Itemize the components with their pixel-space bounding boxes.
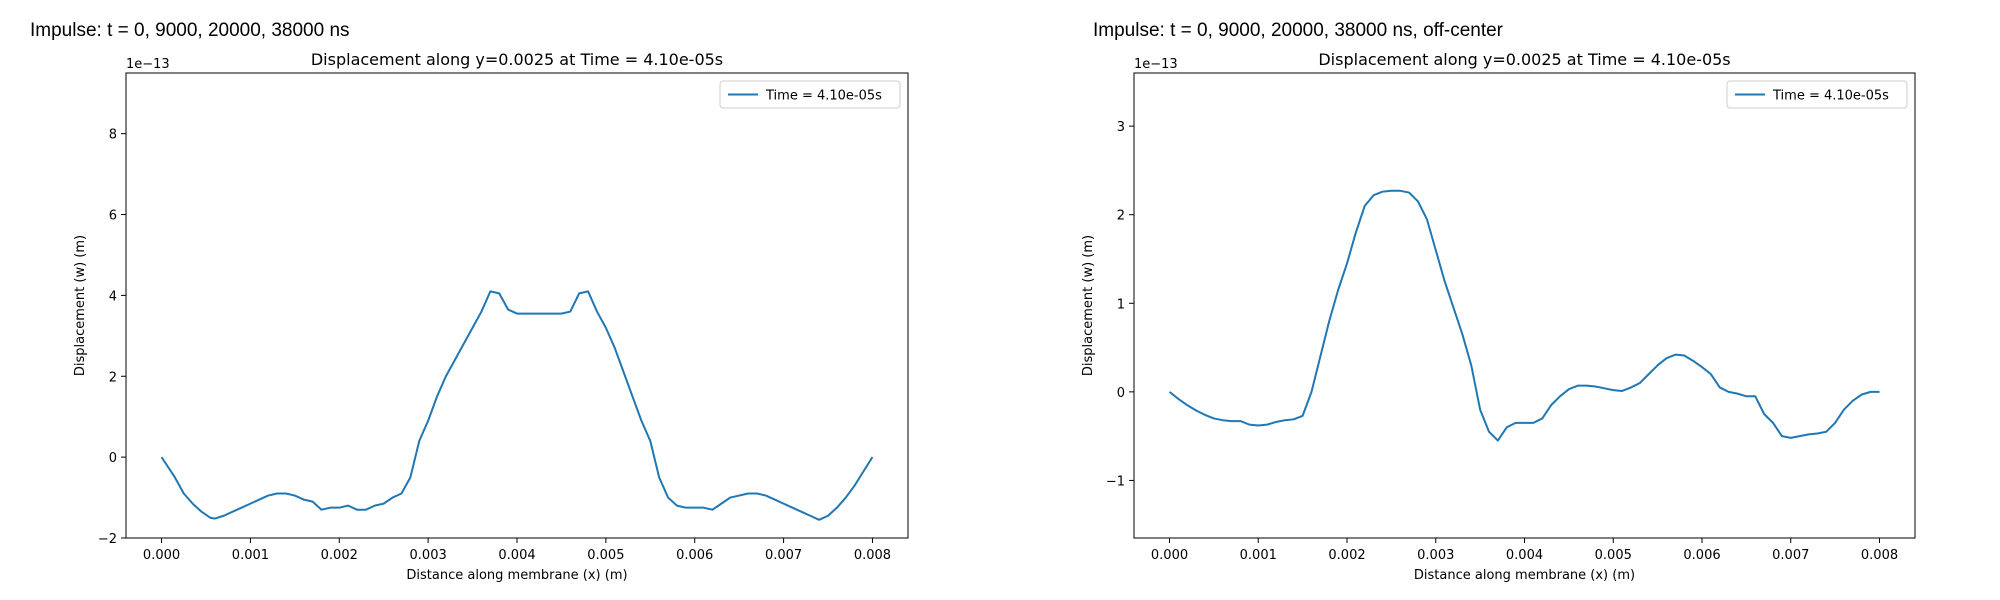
x-tick-label: 0.005 — [587, 548, 624, 563]
x-axis-label: Distance along membrane (x) (m) — [406, 568, 627, 583]
legend-label: Time = 4.10e-05s — [765, 89, 882, 104]
x-tick-label: 0.006 — [1683, 548, 1720, 563]
chart-title: Displacement along y=0.0025 at Time = 4.… — [311, 50, 723, 69]
y-axis-scale-label: 1e−13 — [1134, 57, 1178, 72]
x-tick-label: 0.005 — [1595, 548, 1632, 563]
x-tick-label: 0.006 — [676, 548, 713, 563]
series-line — [1168, 189, 1880, 442]
y-tick-label: 6 — [109, 209, 117, 224]
legend-label: Time = 4.10e-05s — [1772, 89, 1889, 104]
x-tick-label: 0.003 — [1417, 548, 1454, 563]
x-tick-label: 0.000 — [143, 548, 180, 563]
y-tick-label: −2 — [98, 532, 117, 547]
x-tick-label: 0.001 — [1240, 548, 1277, 563]
y-tick-label: 8 — [109, 128, 117, 143]
figure-suptitle-left: Impulse: t = 0, 9000, 20000, 38000 ns — [30, 20, 350, 41]
x-tick-label: 0.000 — [1151, 548, 1188, 563]
x-tick-label: 0.001 — [232, 548, 269, 563]
x-tick-label: 0.004 — [498, 548, 535, 563]
x-tick-label: 0.007 — [1772, 548, 1809, 563]
y-tick-label: 0 — [109, 451, 117, 466]
series-line — [160, 290, 874, 521]
y-axis-scale-label: 1e−13 — [126, 57, 170, 72]
x-tick-label: 0.008 — [1861, 548, 1898, 563]
x-tick-label: 0.004 — [1506, 548, 1543, 563]
plot-frame — [125, 72, 909, 539]
y-tick-label: 1 — [1117, 297, 1125, 312]
x-tick-label: 0.003 — [410, 548, 447, 563]
y-axis-label: Displacement (w) (m) — [1081, 235, 1096, 376]
legend-box — [719, 80, 901, 109]
figure-suptitle-right: Impulse: t = 0, 9000, 20000, 38000 ns, o… — [1093, 20, 1504, 41]
x-tick-label: 0.002 — [321, 548, 358, 563]
y-axis-label: Displacement (w) (m) — [73, 235, 88, 376]
y-tick-label: 3 — [1117, 120, 1125, 135]
x-tick-label: 0.008 — [854, 548, 891, 563]
x-axis-label: Distance along membrane (x) (m) — [1414, 568, 1635, 583]
x-tick-label: 0.007 — [765, 548, 802, 563]
y-tick-label: 2 — [109, 370, 117, 385]
y-tick-label: −1 — [1106, 474, 1125, 489]
y-tick-label: 4 — [109, 289, 117, 304]
plot-frame — [1133, 72, 1916, 539]
x-tick-label: 0.002 — [1328, 548, 1365, 563]
legend-box — [1726, 80, 1908, 109]
y-tick-label: 2 — [1117, 209, 1125, 224]
y-tick-label: 0 — [1117, 386, 1125, 401]
chart-title: Displacement along y=0.0025 at Time = 4.… — [1318, 50, 1730, 69]
